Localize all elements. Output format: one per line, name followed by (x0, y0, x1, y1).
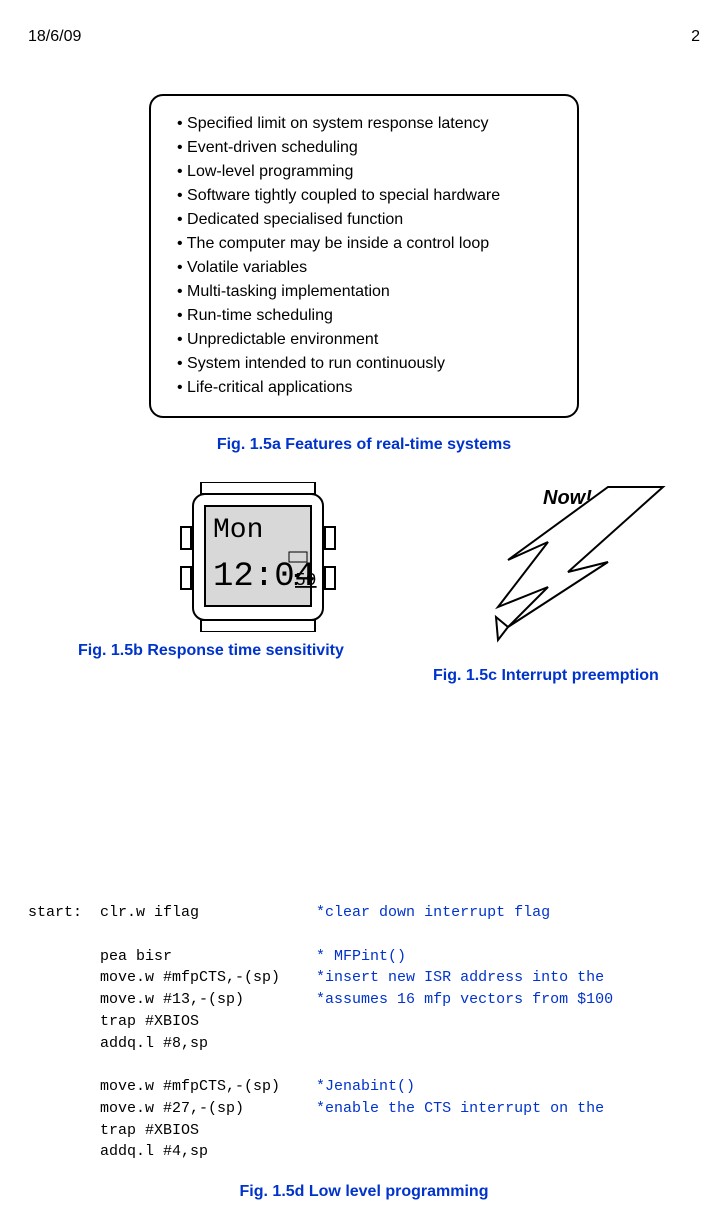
feature-item: Dedicated specialised function (177, 208, 557, 232)
feature-item: System intended to run continuously (177, 352, 557, 376)
header-page: 2 (691, 28, 700, 46)
features-box: Specified limit on system response laten… (149, 94, 579, 418)
features-list: Specified limit on system response laten… (177, 112, 557, 400)
caption-1-5d: Fig. 1.5d Low level programming (28, 1183, 700, 1201)
caption-1-5c: Fig. 1.5c Interrupt preemption (433, 667, 659, 685)
svg-text:Mon: Mon (213, 515, 263, 546)
svg-text:59: 59 (295, 571, 317, 591)
lightning-arrow-icon (448, 482, 678, 657)
feature-item: Low-level programming (177, 160, 557, 184)
feature-item: Multi-tasking implementation (177, 280, 557, 304)
header-date: 18/6/09 (28, 28, 81, 46)
digital-watch-illustration: Mon 12:04 : 59 (173, 482, 343, 637)
feature-item: Run-time scheduling (177, 304, 557, 328)
feature-item: Life-critical applications (177, 376, 557, 400)
caption-1-5a: Fig. 1.5a Features of real-time systems (28, 436, 700, 454)
assembly-code-listing: start: clr.w iflag *clear down interrupt… (28, 902, 700, 1163)
feature-item: Event-driven scheduling (177, 136, 557, 160)
feature-item: Volatile variables (177, 256, 557, 280)
feature-item: Unpredictable environment (177, 328, 557, 352)
feature-item: The computer may be inside a control loo… (177, 232, 557, 256)
feature-item: Specified limit on system response laten… (177, 112, 557, 136)
feature-item: Software tightly coupled to special hard… (177, 184, 557, 208)
caption-1-5b: Fig. 1.5b Response time sensitivity (78, 642, 344, 660)
